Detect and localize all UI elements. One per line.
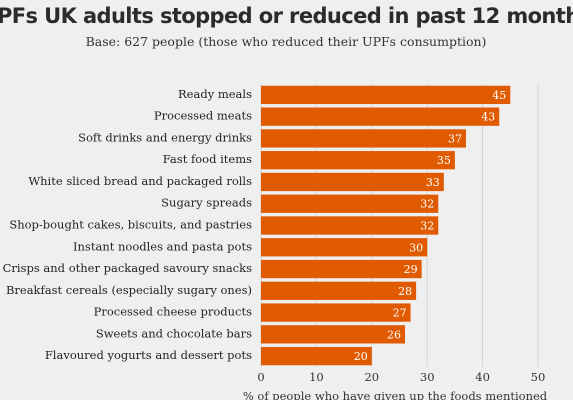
value-label: 26: [387, 328, 401, 341]
bar: [261, 281, 417, 300]
bar: [261, 172, 444, 192]
bar: [261, 346, 372, 366]
x-tick-label: 50: [531, 370, 546, 384]
value-label: 32: [420, 220, 434, 233]
y-tick-label: Fast food items: [163, 152, 252, 166]
bar: [261, 303, 411, 322]
value-label: 30: [409, 241, 423, 254]
bar: [261, 194, 439, 213]
x-tick-label: 0: [257, 370, 264, 384]
value-label: 20: [354, 350, 368, 363]
bar: [261, 107, 500, 126]
value-label: 28: [398, 285, 412, 298]
y-tick-label: Instant noodles and pasta pots: [73, 239, 252, 253]
y-tick-label: Ready meals: [178, 87, 252, 101]
y-tick-label: Soft drinks and energy drinks: [78, 130, 252, 144]
bar: [261, 85, 511, 105]
value-label: 32: [420, 198, 434, 211]
bar: [261, 216, 439, 235]
bar: [261, 129, 466, 148]
y-tick-label: Shop-bought cakes, biscuits, and pastrie…: [9, 218, 252, 232]
x-tick-label: 20: [364, 370, 379, 384]
chart-title: UPFs UK adults stopped or reduced in pas…: [0, 4, 573, 28]
x-axis-label: % of people who have given up the foods …: [243, 389, 548, 400]
bar: [261, 238, 428, 257]
y-tick-label: Sweets and chocolate bars: [96, 326, 252, 340]
x-tick-label: 10: [309, 370, 324, 384]
value-label: 27: [393, 307, 407, 320]
value-label: 45: [492, 89, 506, 102]
chart-subtitle: Base: 627 people (those who reduced thei…: [86, 34, 487, 49]
value-label: 29: [404, 263, 418, 276]
x-tick-label: 30: [420, 370, 435, 384]
value-label: 33: [426, 176, 440, 189]
value-label: 35: [437, 154, 451, 167]
y-tick-label: Crisps and other packaged savoury snacks: [3, 261, 252, 275]
y-tick-label: Breakfast cereals (especially sugary one…: [6, 283, 252, 297]
bar: [261, 325, 406, 344]
bar: [261, 151, 455, 170]
bar: [261, 259, 422, 279]
y-tick-label: White sliced bread and packaged rolls: [28, 174, 252, 188]
value-label: 43: [481, 111, 495, 124]
y-tick-label: Processed cheese products: [94, 305, 252, 319]
x-tick-label: 40: [475, 370, 490, 384]
y-tick-label: Flavoured yogurts and dessert pots: [45, 348, 252, 362]
value-label: 37: [448, 132, 462, 145]
y-tick-label: Sugary spreads: [161, 196, 252, 210]
y-tick-label: Processed meats: [154, 109, 252, 123]
